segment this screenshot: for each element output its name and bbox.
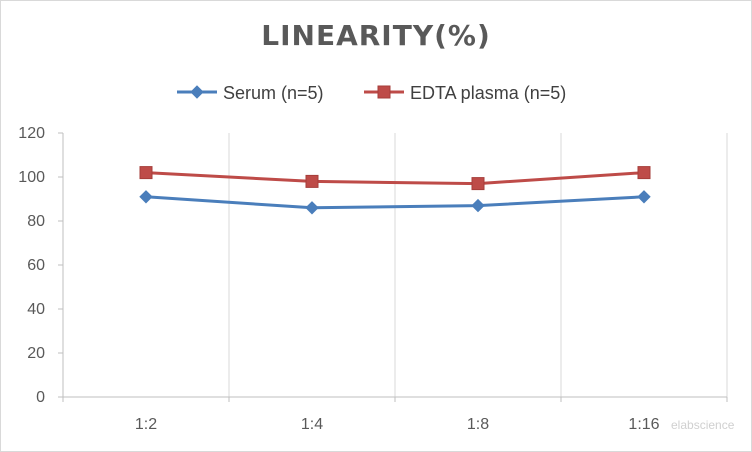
data-point xyxy=(139,166,153,180)
x-tick-label: 1:4 xyxy=(301,416,323,433)
y-tick-label: 40 xyxy=(27,301,45,318)
x-tick-label: 1:16 xyxy=(628,416,659,433)
series-line xyxy=(145,171,645,186)
data-point xyxy=(637,166,651,180)
data-point xyxy=(637,190,651,204)
watermark-logo: elabscience xyxy=(671,418,735,432)
legend-marker xyxy=(377,85,391,99)
data-point xyxy=(305,174,319,188)
legend-marker xyxy=(190,85,204,99)
legend-label: EDTA plasma (n=5) xyxy=(410,83,566,103)
y-tick-label: 60 xyxy=(27,257,45,274)
series-line xyxy=(145,195,645,210)
data-point xyxy=(305,201,319,215)
x-tick-label: 1:8 xyxy=(467,416,489,433)
legend-label: Serum (n=5) xyxy=(223,83,324,103)
y-tick-label: 20 xyxy=(27,345,45,362)
chart-title: LINEARITY(%) xyxy=(261,19,491,52)
y-tick-label: 100 xyxy=(18,169,45,186)
y-tick-label: 80 xyxy=(27,213,45,230)
data-point xyxy=(471,198,485,213)
data-point xyxy=(139,190,153,204)
x-tick-label: 1:2 xyxy=(135,416,157,433)
y-tick-label: 120 xyxy=(18,125,45,142)
data-point xyxy=(471,177,485,191)
legend-item-serum: Serum (n=5) xyxy=(177,83,324,103)
legend-item-edta-plasma: EDTA plasma (n=5) xyxy=(364,83,566,103)
y-tick-label: 0 xyxy=(36,389,45,406)
series-edta-plasma xyxy=(139,166,651,191)
series-serum xyxy=(139,190,651,215)
